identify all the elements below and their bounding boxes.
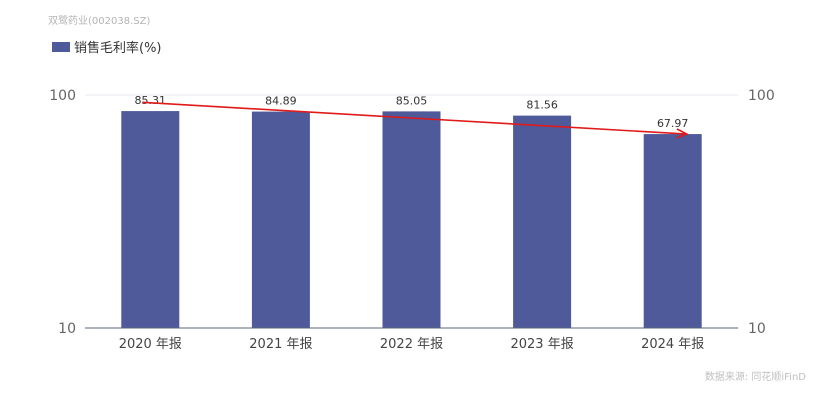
trend-arrow-head	[676, 128, 689, 139]
legend-label: 销售毛利率(%)	[74, 41, 162, 56]
y-tick-left-10: 10	[58, 321, 76, 337]
legend[interactable]: 销售毛利率(%)	[52, 37, 162, 56]
legend-swatch	[52, 41, 70, 52]
y-tick-right-10: 10	[748, 321, 766, 337]
x-tick-2: 2022 年报	[380, 337, 443, 352]
x-tick-1: 2021 年报	[249, 337, 312, 352]
x-tick-0: 2020 年报	[119, 337, 182, 352]
y-tick-left-100: 100	[49, 88, 76, 104]
bar-2	[382, 111, 441, 328]
x-tick-3: 2023 年报	[510, 337, 573, 352]
data-label-0: 85.31	[135, 94, 167, 107]
bar-4	[643, 134, 702, 328]
bar-0	[121, 111, 180, 328]
data-label-3: 81.56	[526, 99, 558, 112]
data-label-4: 67.97	[657, 117, 689, 130]
trend-arrow-line	[142, 101, 687, 135]
data-source: 数据来源: 同花顺iFinD	[704, 372, 806, 383]
data-label-2: 85.05	[396, 94, 428, 107]
bar-3	[513, 115, 572, 328]
company-title: 双鹭药业(002038.SZ)	[48, 16, 151, 27]
y-tick-right-100: 100	[748, 88, 775, 104]
bar-1	[251, 111, 310, 328]
data-label-1: 84.89	[265, 95, 297, 108]
x-tick-4: 2024 年报	[641, 337, 704, 352]
